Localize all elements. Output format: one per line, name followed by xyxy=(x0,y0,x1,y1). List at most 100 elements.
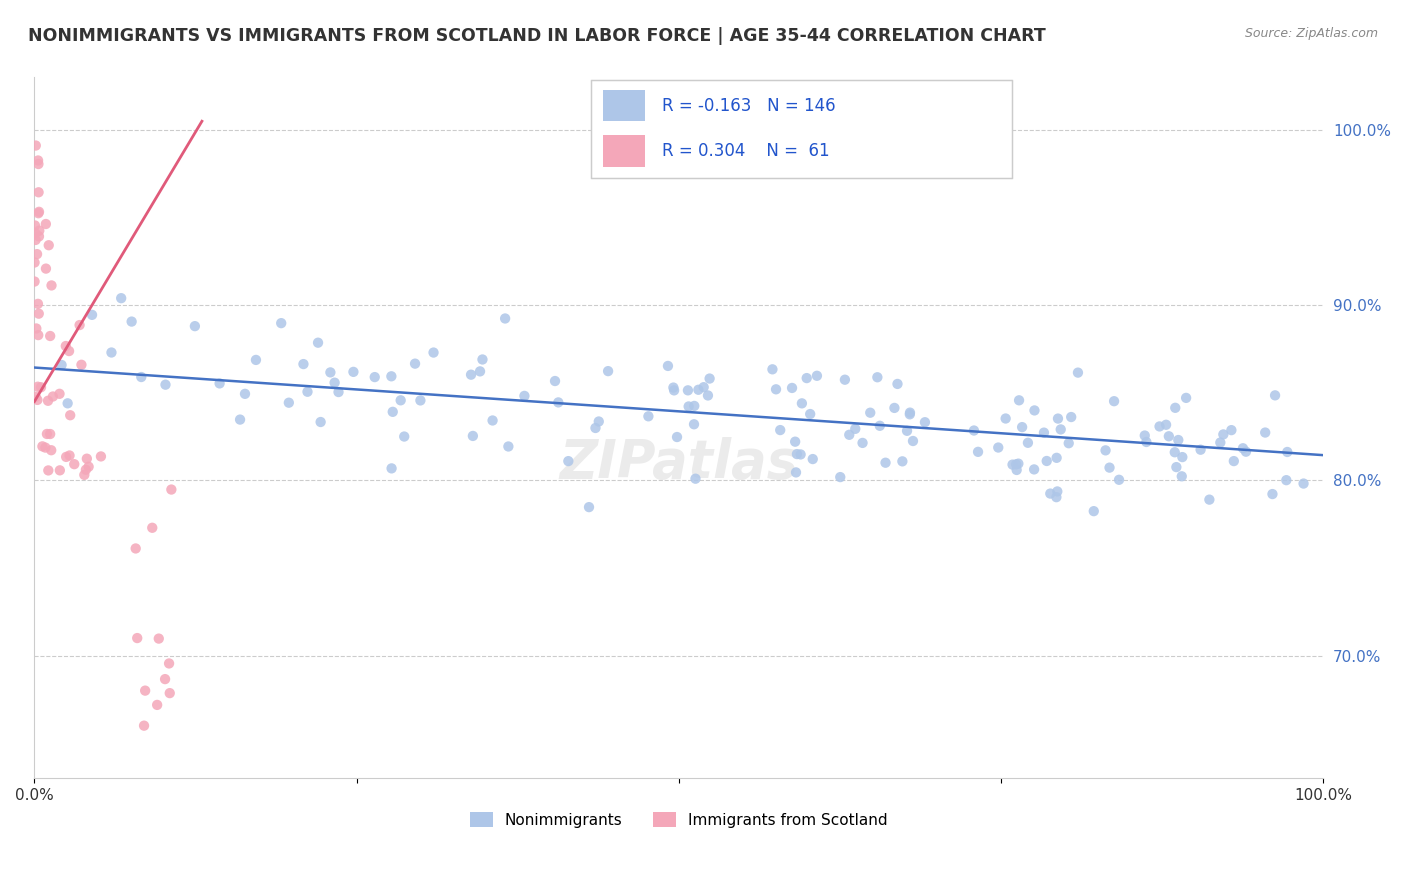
Point xyxy=(56,396,79,410)
Point xyxy=(688,383,710,397)
Point xyxy=(208,376,231,391)
Point xyxy=(1164,445,1187,459)
Legend: Nonimmigrants, Immigrants from Scotland: Nonimmigrants, Immigrants from Scotland xyxy=(464,805,894,834)
Point xyxy=(42,390,65,404)
Point xyxy=(31,439,53,453)
Point xyxy=(765,382,787,396)
Point xyxy=(1171,450,1194,464)
Point xyxy=(557,454,579,468)
Point xyxy=(1049,422,1071,436)
Point xyxy=(277,395,299,409)
Point xyxy=(58,449,80,463)
Point xyxy=(297,384,319,399)
Point xyxy=(25,247,48,261)
Point xyxy=(404,357,426,371)
Point xyxy=(380,369,402,384)
Point xyxy=(132,719,155,733)
Point xyxy=(838,427,860,442)
Point xyxy=(1067,366,1090,380)
Point xyxy=(1154,417,1177,432)
Point xyxy=(662,384,685,398)
Point xyxy=(1032,425,1054,440)
Point xyxy=(28,229,51,244)
Point xyxy=(153,672,176,686)
Point xyxy=(233,387,256,401)
Point xyxy=(1277,445,1299,459)
Point xyxy=(1254,425,1277,440)
Point xyxy=(381,405,404,419)
Point xyxy=(830,470,852,484)
Point xyxy=(1024,462,1046,476)
Point xyxy=(25,321,48,335)
Point xyxy=(1102,394,1125,409)
Point xyxy=(37,463,59,477)
Point xyxy=(806,368,828,383)
Point xyxy=(796,371,818,385)
Point xyxy=(48,386,70,401)
Point xyxy=(1232,442,1254,456)
Point xyxy=(30,380,52,394)
Point xyxy=(1212,427,1234,442)
Point xyxy=(1011,420,1033,434)
Point xyxy=(1261,487,1284,501)
Point xyxy=(292,357,315,371)
Point xyxy=(381,461,404,475)
Point xyxy=(141,521,163,535)
Point xyxy=(801,452,824,467)
Point xyxy=(1046,450,1069,465)
Point xyxy=(27,380,49,394)
Point xyxy=(121,315,143,329)
Point xyxy=(461,429,484,443)
Point xyxy=(1098,460,1121,475)
Point xyxy=(394,429,416,443)
Point xyxy=(184,319,207,334)
Point xyxy=(24,233,46,247)
Point xyxy=(1223,454,1246,468)
Point xyxy=(769,423,792,437)
Point xyxy=(73,467,96,482)
Point xyxy=(41,278,63,293)
Point xyxy=(134,683,156,698)
Point xyxy=(471,352,494,367)
Point xyxy=(790,396,813,410)
Point xyxy=(987,441,1010,455)
Point xyxy=(270,316,292,330)
Point xyxy=(866,370,889,384)
Point xyxy=(896,424,918,438)
Point xyxy=(27,297,49,311)
Point xyxy=(49,463,72,477)
Point xyxy=(319,365,342,379)
Point xyxy=(1108,473,1130,487)
Point xyxy=(1133,428,1156,442)
Point xyxy=(35,261,58,276)
Point xyxy=(1198,492,1220,507)
Point xyxy=(1275,473,1298,487)
Point xyxy=(58,344,80,359)
Point xyxy=(1057,436,1080,450)
Point xyxy=(994,411,1017,425)
Point xyxy=(494,311,516,326)
Point xyxy=(39,329,62,343)
Point xyxy=(785,466,807,480)
Point xyxy=(28,224,51,238)
Point xyxy=(24,227,46,241)
Point xyxy=(1220,423,1243,437)
Point xyxy=(389,393,412,408)
Point xyxy=(129,370,152,384)
Point xyxy=(886,376,908,391)
Point xyxy=(55,339,77,353)
Point xyxy=(51,358,73,372)
Point xyxy=(1157,429,1180,443)
Point xyxy=(27,186,49,200)
Point xyxy=(1094,443,1116,458)
Point xyxy=(75,463,97,477)
Point xyxy=(39,443,62,458)
Point xyxy=(692,380,714,394)
Point xyxy=(1001,458,1024,472)
Point xyxy=(24,390,46,404)
Point xyxy=(785,434,807,449)
Point xyxy=(24,219,46,233)
Point xyxy=(498,440,520,454)
Point xyxy=(27,392,49,407)
Point xyxy=(588,415,610,429)
